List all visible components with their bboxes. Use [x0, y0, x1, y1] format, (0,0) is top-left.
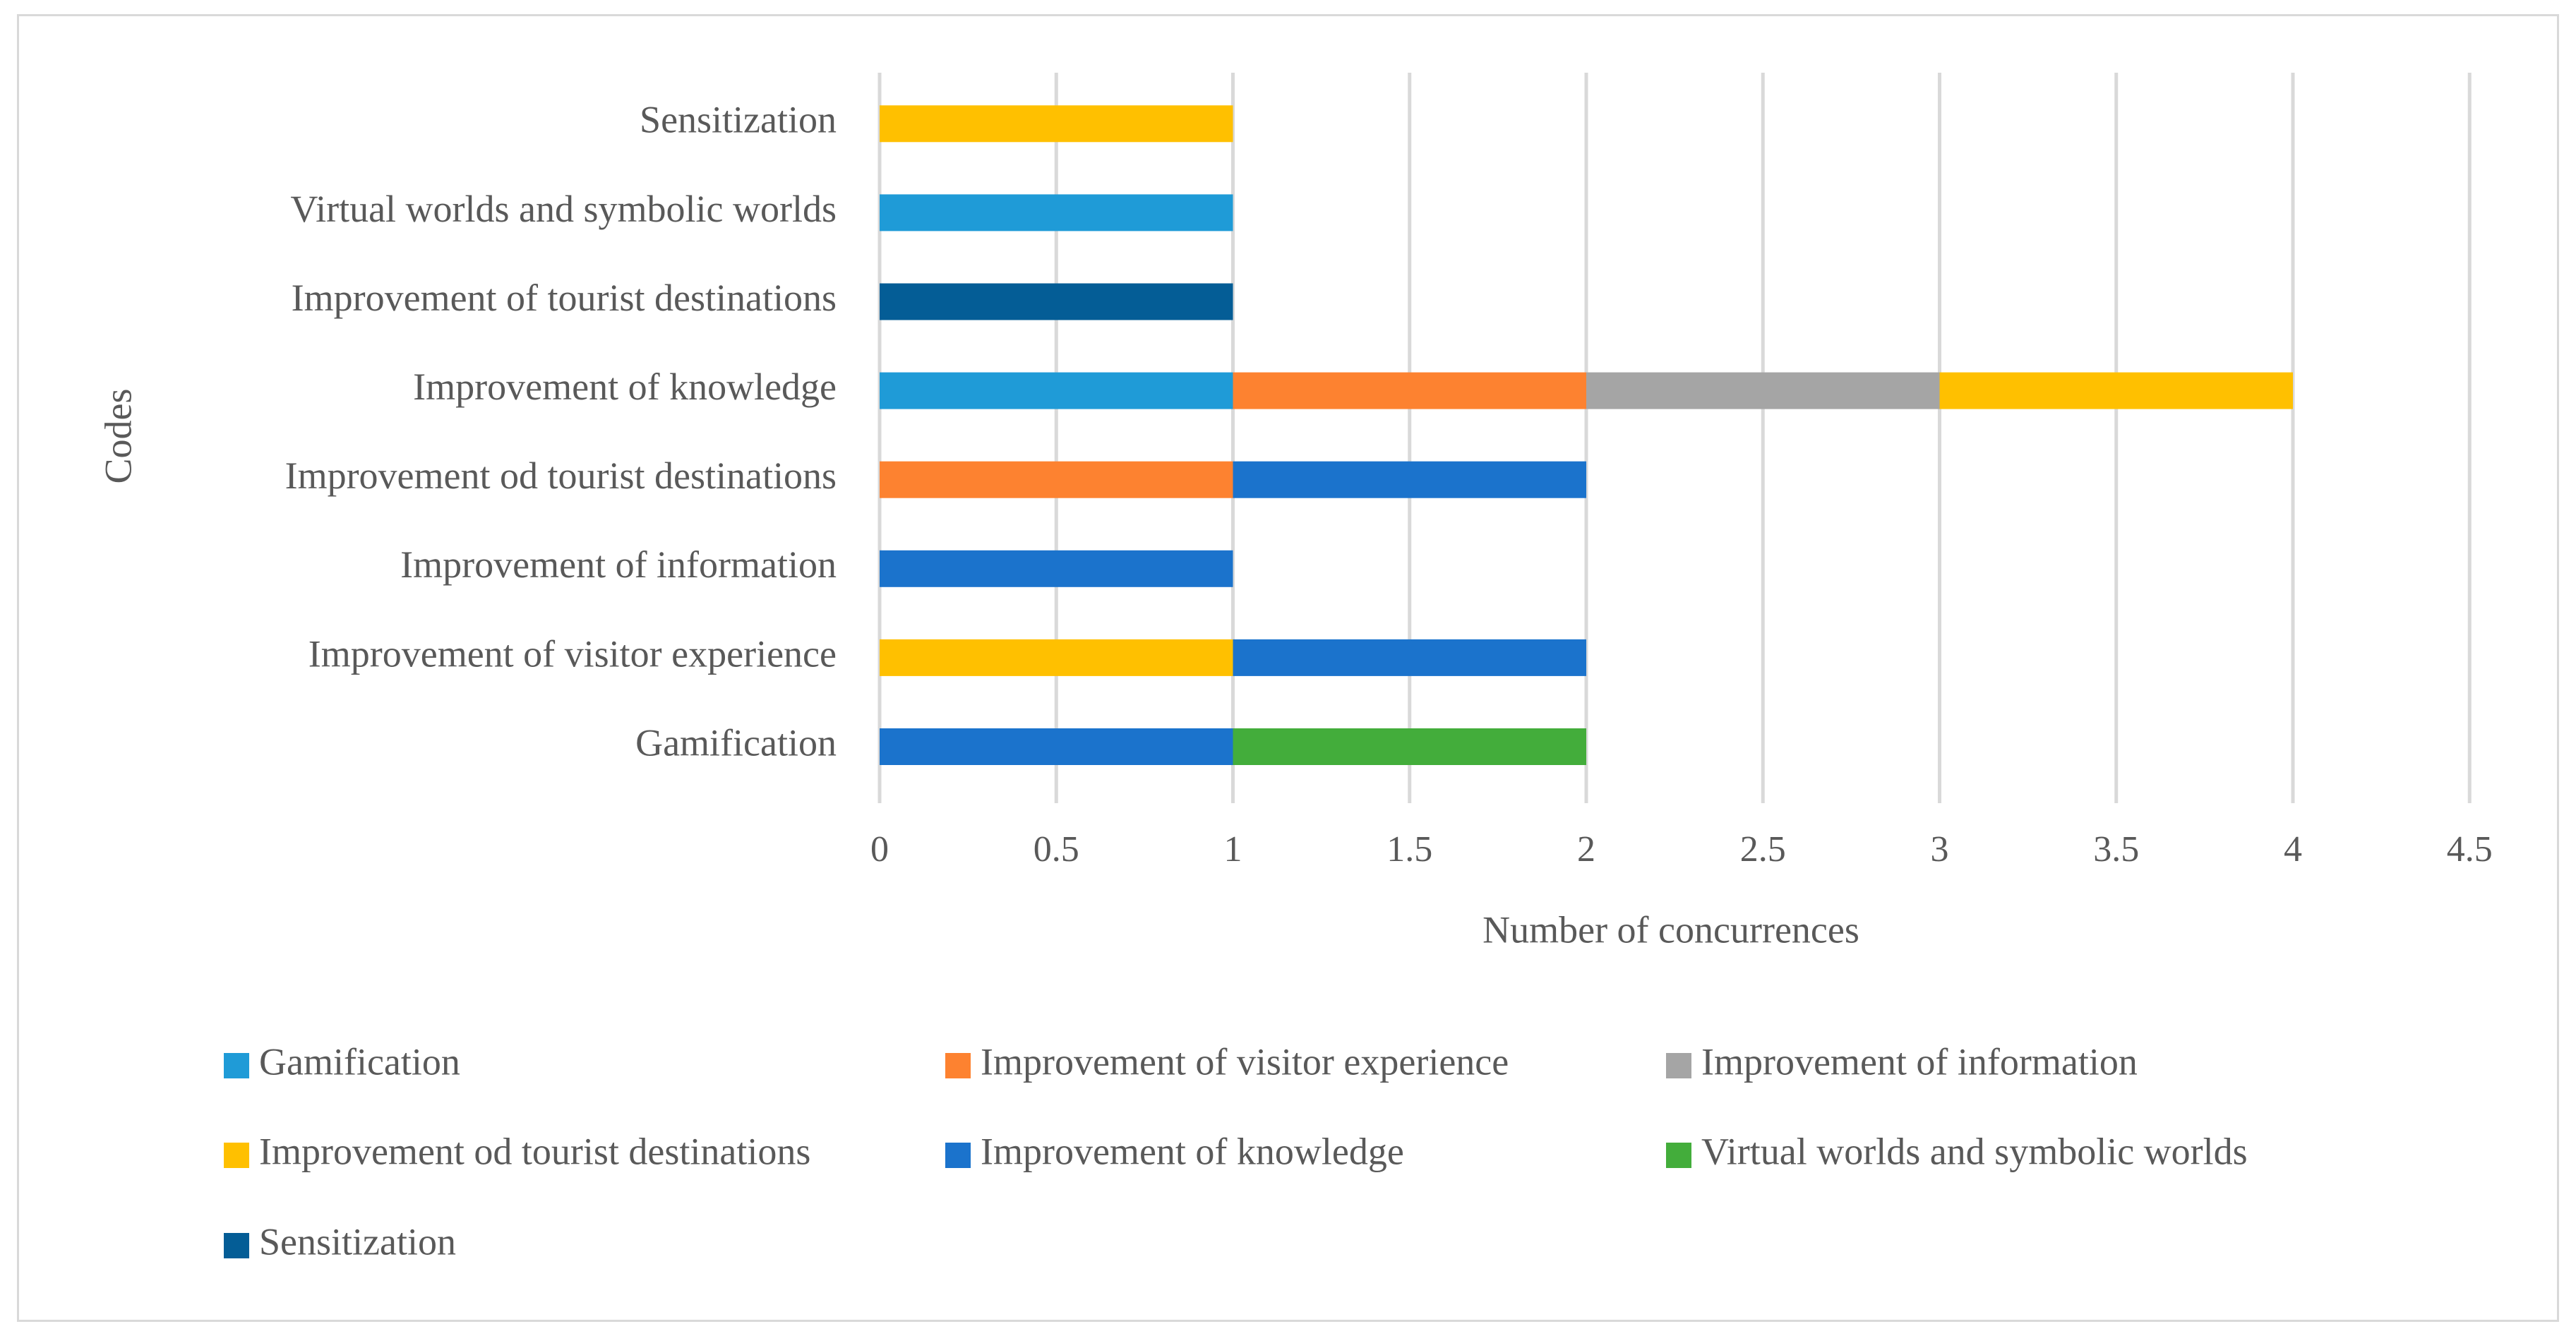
legend-label: Improvement of information	[1701, 1040, 2138, 1083]
gridlines	[877, 73, 2472, 803]
bar-improvement-of-knowledge-improvement-od-tourist-destinations	[1939, 372, 2293, 409]
legend-swatch	[224, 1233, 249, 1258]
legend-label: Improvement of knowledge	[981, 1130, 1404, 1172]
bar-improvement-of-tourist-destinations-sensitization	[880, 283, 1233, 320]
legend-swatch	[1666, 1143, 1691, 1168]
bars	[880, 105, 2293, 765]
legend-item-improvement-of-information: Improvement of information	[1666, 1040, 2138, 1083]
bar-improvement-od-tourist-destinations-improvement-of-knowledge	[1233, 461, 1586, 498]
y-tick-label-improvement-of-visitor-experience: Improvement of visitor experience	[308, 632, 837, 675]
x-tick-label: 2	[1577, 829, 1595, 869]
y-tick-label-improvement-od-tourist-destinations: Improvement od tourist destinations	[285, 455, 837, 497]
bar-improvement-of-information-improvement-of-knowledge	[880, 550, 1233, 587]
legend-item-improvement-od-tourist-destinations: Improvement od tourist destinations	[224, 1130, 810, 1172]
x-tick-label: 4	[2284, 829, 2302, 869]
legend: Gamification Improvement of visitor exper…	[224, 1040, 2248, 1263]
legend-swatch	[945, 1053, 971, 1078]
x-tick-label: 2.5	[1740, 829, 1786, 869]
x-tick-label: 3.5	[2093, 829, 2139, 869]
y-tick-label-improvement-of-knowledge: Improvement of knowledge	[413, 366, 837, 408]
legend-item-improvement-of-knowledge: Improvement of knowledge	[945, 1130, 1404, 1172]
bar-improvement-of-knowledge-gamification	[880, 372, 1233, 409]
legend-item-improvement-of-visitor-experience: Improvement of visitor experience	[945, 1040, 1509, 1083]
chart-svg: Gamification Improvement of visitor exper…	[97, 73, 2493, 1263]
x-axis-title: Number of concurrences	[1482, 908, 1859, 951]
legend-label: Improvement od tourist destinations	[259, 1130, 810, 1172]
bar-improvement-of-knowledge-improvement-of-visitor-experience	[1233, 372, 1586, 409]
bar-sensitization-improvement-od-tourist-destinations	[880, 105, 1233, 143]
legend-swatch	[945, 1143, 971, 1168]
legend-swatch	[224, 1143, 249, 1168]
y-tick-label-virtual-worlds-and-symbolic-worlds: Virtual worlds and symbolic worlds	[290, 188, 837, 230]
legend-item-gamification: Gamification	[224, 1040, 460, 1083]
legend-swatch	[224, 1053, 249, 1078]
x-axis-labels: 0 0.5 1 1.5 2 2.5 3 3.5 4 4.5	[870, 829, 2493, 869]
legend-label: Gamification	[259, 1040, 460, 1083]
y-tick-label-improvement-of-tourist-destinations: Improvement of tourist destinations	[292, 277, 837, 319]
x-tick-label: 1.5	[1386, 829, 1432, 869]
chart-frame: Gamification Improvement of visitor exper…	[17, 14, 2559, 1322]
bar-gamification-virtual-worlds-and-symbolic-worlds	[1233, 728, 1586, 765]
x-tick-label: 0	[870, 829, 889, 869]
y-tick-label-sensitization: Sensitization	[640, 99, 837, 141]
bar-virtual-worlds-and-symbolic-worlds-gamification	[880, 194, 1233, 231]
y-tick-label-gamification: Gamification	[635, 721, 837, 764]
y-axis-title: Codes	[97, 389, 139, 484]
bar-gamification-improvement-of-knowledge	[880, 728, 1233, 765]
x-tick-label: 3	[1931, 829, 1949, 869]
y-tick-label-improvement-of-information: Improvement of information	[400, 543, 837, 586]
x-tick-label: 1	[1224, 829, 1242, 869]
x-tick-label: 4.5	[2447, 829, 2493, 869]
legend-label: Improvement of visitor experience	[981, 1040, 1509, 1083]
x-tick-label: 0.5	[1034, 829, 1079, 869]
bar-improvement-of-visitor-experience-improvement-od-tourist-destinations	[880, 639, 1233, 676]
legend-item-virtual-worlds-and-symbolic-worlds: Virtual worlds and symbolic worlds	[1666, 1130, 2248, 1172]
bar-improvement-of-visitor-experience-improvement-of-knowledge	[1233, 639, 1586, 676]
legend-item-sensitization: Sensitization	[224, 1220, 456, 1263]
legend-label: Virtual worlds and symbolic worlds	[1701, 1130, 2248, 1172]
bar-improvement-od-tourist-destinations-improvement-of-visitor-experience	[880, 461, 1233, 498]
y-axis-labels: Gamification Improvement of visitor exper…	[285, 99, 837, 764]
legend-label: Sensitization	[259, 1220, 456, 1263]
legend-swatch	[1666, 1053, 1691, 1078]
bar-improvement-of-knowledge-improvement-of-information	[1586, 372, 1940, 409]
